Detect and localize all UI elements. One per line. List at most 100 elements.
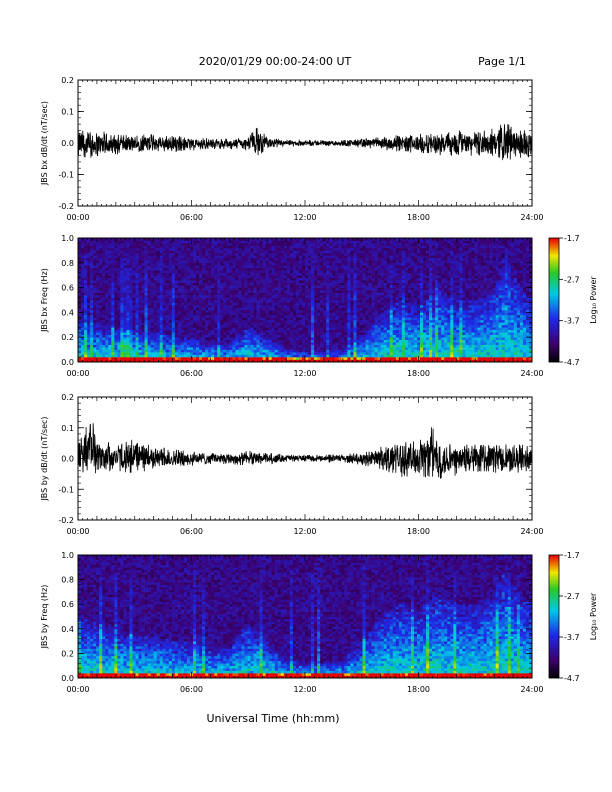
spectrogram-cell	[114, 260, 118, 264]
spectrogram-cell	[280, 265, 285, 269]
spectrogram-cell	[289, 319, 294, 323]
spectrogram-cell	[153, 252, 157, 256]
spectrogram-cell	[96, 300, 100, 303]
spectrogram-cell	[265, 252, 269, 256]
spectrogram-cell	[99, 352, 103, 355]
spectrogram-cell	[298, 319, 303, 323]
spectrogram-cell	[93, 302, 97, 306]
spectrogram-cell	[202, 359, 206, 363]
spectrogram-cell	[81, 329, 85, 333]
spectrogram-cell	[317, 332, 321, 336]
spectrogram-cell	[217, 270, 221, 274]
spectrogram-cell	[156, 319, 161, 323]
spectrogram-cell	[177, 265, 182, 269]
spectrogram-cell	[117, 247, 121, 251]
spectrogram-cell	[247, 245, 251, 249]
spectrogram-cell	[156, 347, 161, 350]
spectrogram-cell	[159, 307, 164, 311]
spectrogram-cell	[338, 290, 342, 293]
spectrogram-cell	[223, 319, 227, 323]
spectrogram-cell	[250, 250, 254, 254]
spectrogram-cell	[93, 304, 97, 308]
spectrogram-cell	[199, 272, 203, 276]
spectrogram-cell	[202, 352, 206, 355]
spectrogram-cell	[129, 272, 133, 276]
spectrogram-cell	[120, 277, 124, 281]
spectrogram-cell	[99, 317, 103, 321]
spectrogram-cell	[84, 322, 88, 326]
spectrogram-cell	[120, 247, 124, 251]
spectrogram-cell	[180, 357, 185, 360]
spectrogram-cell	[171, 260, 176, 264]
spectrogram-cell	[338, 267, 342, 271]
spectrogram-cell	[211, 255, 215, 259]
spectrogram-cell	[274, 344, 279, 348]
spectrogram-cell	[165, 242, 170, 246]
spectrogram-cell	[144, 300, 148, 303]
spectrogram-cell	[159, 238, 164, 241]
spectrogram-cell	[347, 354, 351, 358]
spectrogram-cell	[235, 280, 239, 283]
spectrogram-cell	[102, 255, 106, 259]
spectrogram-cell	[96, 337, 100, 340]
spectrogram-cell	[323, 292, 327, 296]
spectrogram-cell	[202, 245, 206, 249]
spectrogram-cell	[214, 329, 218, 333]
spectrogram-cell	[111, 277, 115, 281]
spectrogram-cell	[81, 354, 85, 358]
spectrogram-cell	[99, 287, 103, 291]
spectrogram-cell	[108, 317, 112, 321]
spectrogram-cell	[338, 347, 342, 350]
spectrogram-cell	[277, 277, 282, 281]
spectrogram-cell	[165, 297, 170, 301]
spectrogram-cell	[108, 260, 112, 264]
spectrogram-cell	[277, 317, 282, 321]
spectrogram-cell	[335, 309, 339, 313]
spectrogram-cell	[111, 255, 115, 259]
spectrogram-cell	[259, 257, 263, 261]
spectrogram-cell	[259, 307, 263, 311]
spectrogram-cell	[84, 359, 88, 363]
spectrogram-cell	[156, 329, 161, 333]
spectrogram-cell	[150, 297, 154, 301]
spectrogram-cell	[268, 262, 273, 266]
spectrogram-cell	[126, 285, 130, 288]
spectrogram-cell	[341, 295, 345, 298]
spectrogram-cell	[193, 270, 197, 274]
spectrogram-cell	[126, 262, 130, 266]
spectrogram-cell	[317, 329, 321, 333]
spectrogram-cell	[268, 267, 273, 271]
spectrogram-cell	[211, 260, 215, 264]
spectrogram-cell	[193, 240, 197, 244]
spectrogram-cell	[341, 317, 345, 321]
spectrogram-cell	[144, 354, 148, 358]
spectrogram-cell	[144, 290, 148, 293]
spectrogram-cell	[320, 337, 324, 340]
spectrogram-cell	[90, 240, 94, 244]
spectrogram-cell	[289, 337, 294, 340]
spectrogram-cell	[353, 265, 357, 269]
spectrogram-cell	[256, 300, 260, 303]
spectrogram-cell	[332, 324, 336, 328]
spectrogram-cell	[126, 349, 130, 353]
spectrogram-cell	[111, 252, 115, 256]
spectrogram-cell	[193, 337, 197, 340]
spectrogram-cell	[199, 327, 203, 331]
spectrogram-cell	[208, 287, 212, 291]
spectrogram-cell	[156, 257, 161, 261]
spectrogram-cell	[314, 342, 318, 345]
spectrogram-cell	[96, 267, 100, 271]
spectrogram-cell	[93, 295, 97, 298]
spectrogram-cell	[147, 252, 151, 256]
spectrogram-cell	[283, 285, 288, 288]
spectrogram-cell	[335, 324, 339, 328]
spectrogram-cell	[350, 275, 354, 278]
spectrogram-cell	[335, 287, 339, 291]
spectrogram-cell	[126, 250, 130, 254]
spectrogram-cell	[90, 252, 94, 256]
spectrogram-cell	[183, 282, 188, 286]
spectrogram-cell	[241, 339, 245, 343]
spectrogram-cell	[344, 287, 348, 291]
spectrogram-cell	[162, 245, 167, 249]
spectrogram-cell	[177, 337, 182, 340]
